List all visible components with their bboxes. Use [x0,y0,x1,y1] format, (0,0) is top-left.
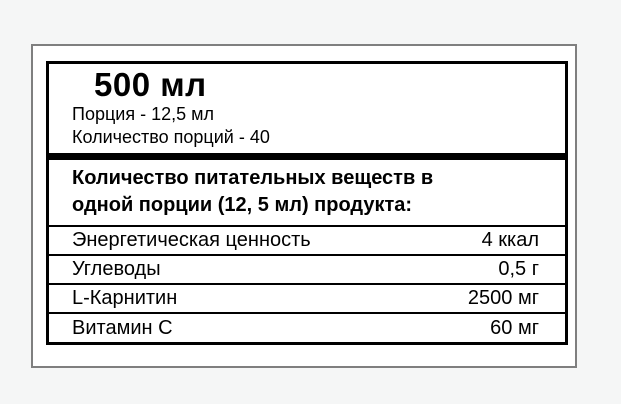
nutrient-value: 4 ккал [481,229,539,251]
nutrition-table-header-line1: Количество питательных веществ в [72,167,434,189]
table-row-vitamin-c: Витамин С 60 мг [49,314,565,342]
thick-divider [49,153,565,160]
nutrient-name: Витамин С [72,317,173,339]
nutrition-table-header-line2: одной порции (12, 5 мл) продукта: [72,194,413,216]
nutrient-value: 60 мг [490,317,539,339]
nutrient-name: Углеводы [72,258,161,280]
table-row-lcarnitine: L-Карнитин 2500 мг [49,285,565,314]
nutrition-label-box: 500 мл Порция - 12,5 мл Количество порци… [46,61,568,345]
nutrition-table: Энергетическая ценность 4 ккал Углеводы … [49,227,565,342]
serving-size-line: Порция - 12,5 мл [72,104,214,124]
nutrient-name: L-Карнитин [72,287,178,309]
nutrition-table-header: Количество питательных веществ в одной п… [49,160,565,227]
volume-title: 500 мл [94,66,207,103]
nutrient-value: 2500 мг [467,287,539,309]
label-card: 500 мл Порция - 12,5 мл Количество порци… [31,44,577,368]
table-row-energy: Энергетическая ценность 4 ккал [49,227,565,256]
nutrient-value: 0,5 г [498,258,539,280]
nutrient-name: Энергетическая ценность [72,229,311,251]
servings-count-line: Количество порций - 40 [72,127,270,147]
table-row-carbs: Углеводы 0,5 г [49,256,565,285]
